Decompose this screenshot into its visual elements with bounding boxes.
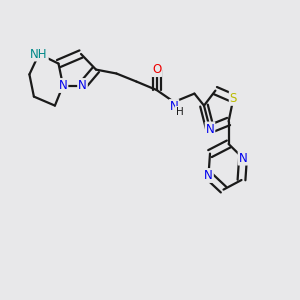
Text: S: S <box>230 92 237 105</box>
Text: N: N <box>169 100 178 113</box>
Text: O: O <box>152 63 161 76</box>
Text: N: N <box>58 79 68 92</box>
Text: N: N <box>206 122 214 136</box>
Text: N: N <box>78 79 87 92</box>
Text: H: H <box>176 107 183 117</box>
Text: NH: NH <box>30 47 48 61</box>
Text: N: N <box>238 152 247 165</box>
Text: N: N <box>204 169 213 182</box>
